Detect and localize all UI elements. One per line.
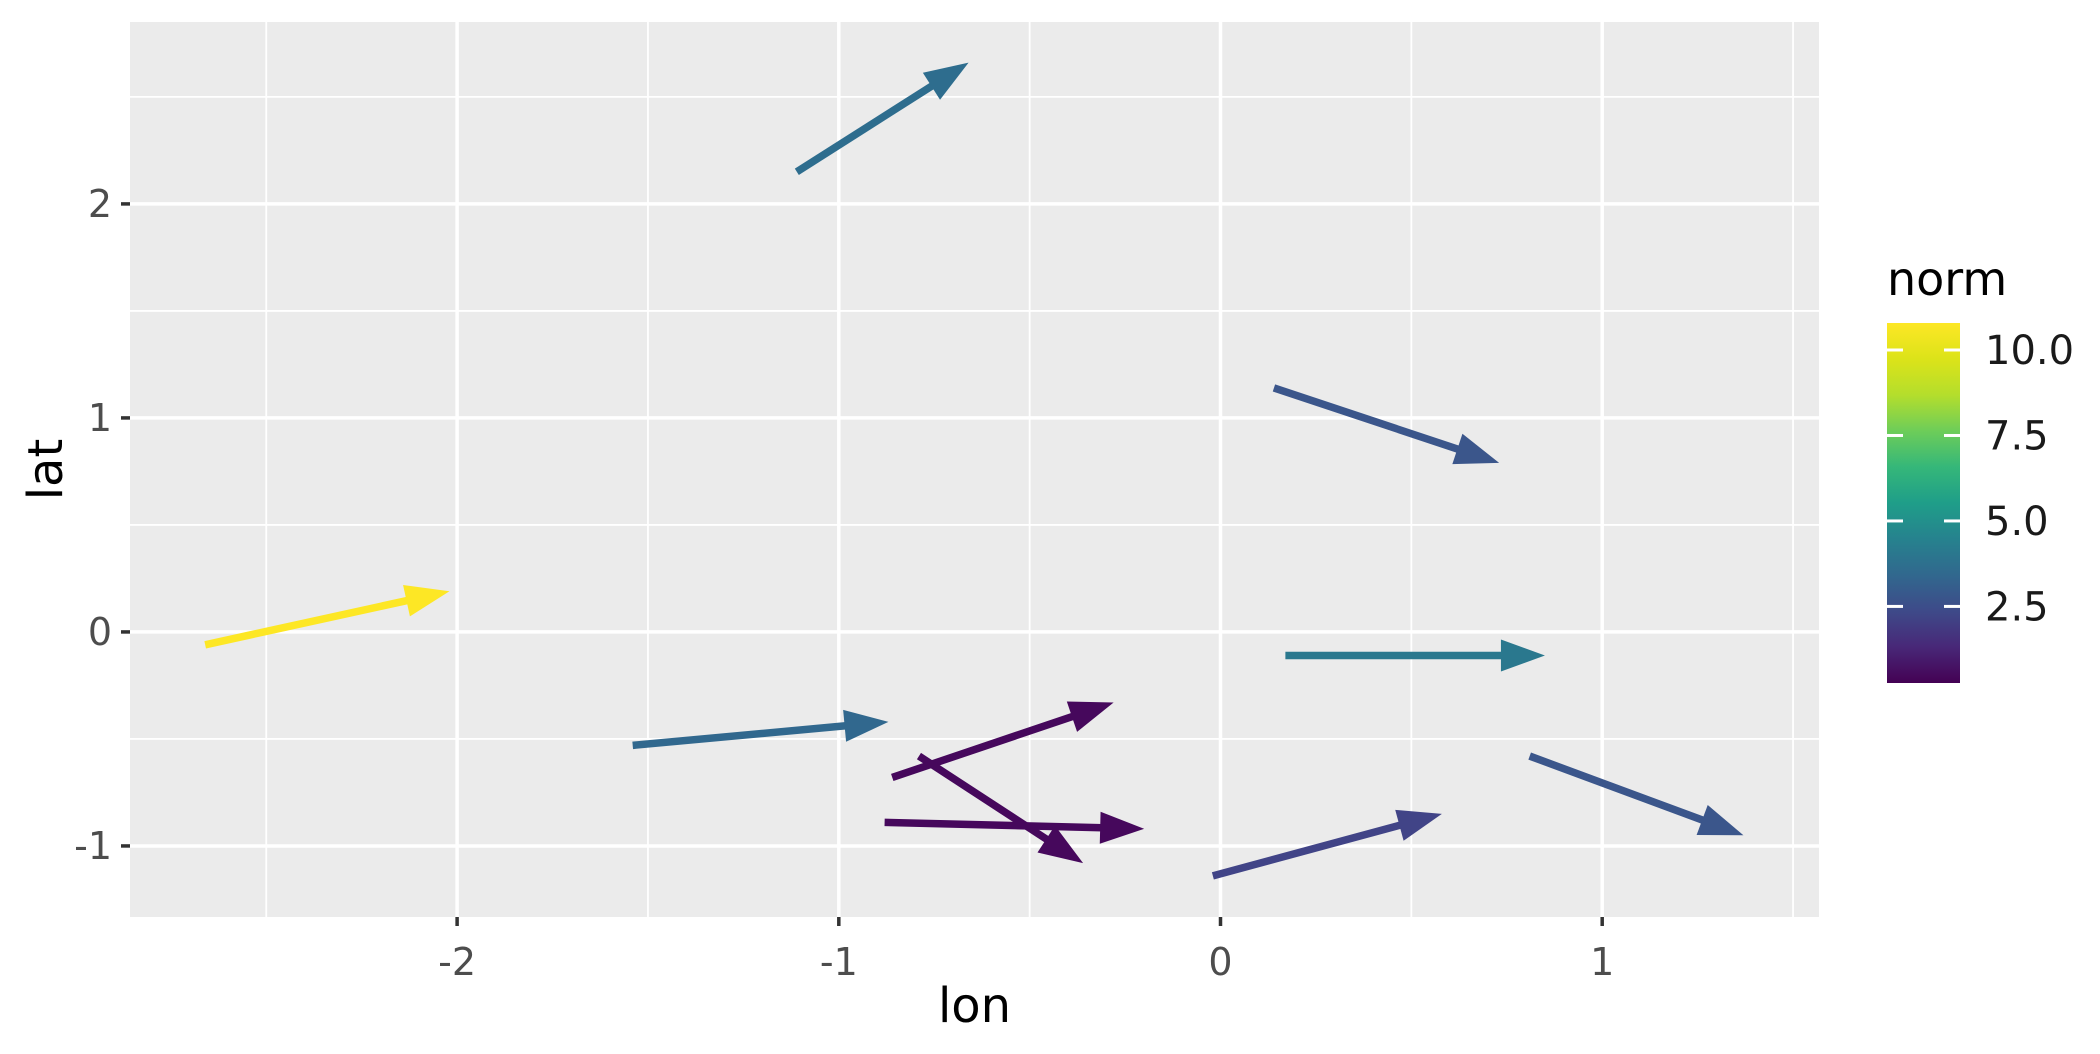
colorbar-ticks [1887, 348, 1960, 608]
quiver-arrow [1285, 639, 1545, 672]
arrow-shaft [1528, 752, 1720, 830]
legend-title: norm [1887, 252, 2007, 306]
gridlines-major [130, 22, 1819, 917]
arrow-shaft [884, 818, 1118, 832]
quiver-arrow [632, 709, 889, 750]
arrow-head [403, 585, 450, 617]
arrow-head [1395, 809, 1442, 841]
colorbar [1887, 323, 1960, 683]
arrow-shaft [632, 720, 863, 750]
colorbar-label: 5.0 [1985, 499, 2049, 545]
quiver-arrow [916, 752, 1084, 864]
colorbar-label: 2.5 [1985, 584, 2049, 630]
colorbar-labels: 10.0 7.5 5.0 2.5 [1985, 328, 2074, 630]
y-tick-label: -1 [74, 824, 112, 868]
arrow-head [1066, 701, 1114, 732]
arrow-head [1099, 811, 1145, 844]
x-tick-label: -1 [820, 940, 858, 984]
quiver-arrow [1272, 384, 1500, 465]
arrow-shaft [1211, 817, 1418, 880]
x-axis-title: lon [938, 978, 1011, 1034]
quiver-arrow [1528, 752, 1744, 836]
arrow-head [1037, 825, 1084, 864]
colorbar-label: 10.0 [1985, 328, 2074, 374]
arrow-head [1696, 804, 1744, 836]
x-tick-label: 1 [1590, 940, 1614, 984]
quiver-arrow [204, 585, 450, 649]
quiver-arrow [794, 62, 969, 175]
arrow-head [1500, 639, 1545, 672]
colorbar-label: 7.5 [1985, 413, 2049, 459]
arrow-shaft [1272, 384, 1476, 459]
y-tick-label: 1 [88, 396, 112, 440]
arrow-shaft [794, 73, 949, 175]
y-tick-label: 2 [88, 182, 112, 226]
y-axis-title: lat [18, 439, 74, 501]
arrow-shaft [891, 707, 1090, 782]
arrow-head [1452, 433, 1500, 465]
arrow-shaft [204, 593, 425, 649]
quiver-arrow [891, 701, 1114, 782]
x-tick-label: 0 [1208, 940, 1232, 984]
x-tick-label: -2 [438, 940, 476, 984]
arrow-head [843, 709, 889, 742]
arrow-head [922, 62, 969, 100]
y-tick-label: 0 [88, 610, 112, 654]
quiver-arrow [1211, 809, 1442, 880]
colorbar-legend: norm 10.0 7.5 5.0 2.5 [1887, 252, 2074, 683]
quiver-arrow [884, 811, 1145, 844]
gridlines-minor [130, 22, 1819, 917]
plot-panel [130, 22, 1819, 917]
quiver-arrows [204, 62, 1744, 880]
arrow-shaft [916, 752, 1064, 852]
axis-ticks: -2 -1 0 1 2 1 0 -1 [74, 182, 1614, 984]
